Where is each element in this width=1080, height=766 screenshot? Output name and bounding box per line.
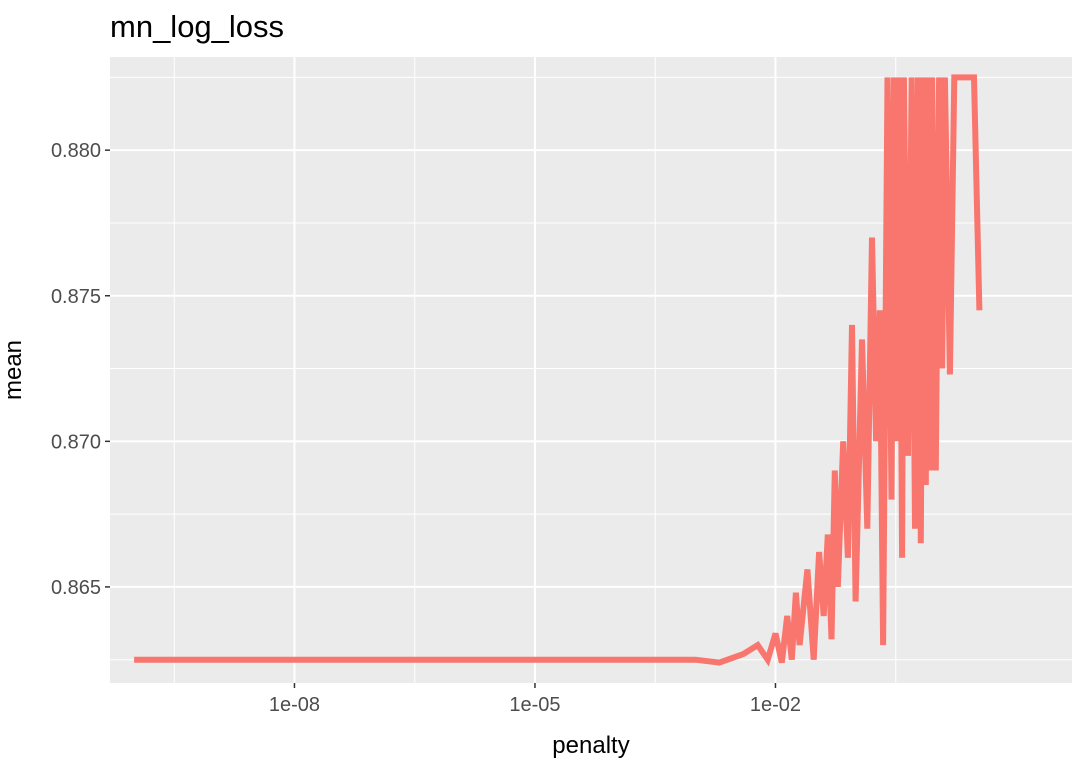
y-axis-title: mean — [0, 340, 27, 400]
y-tick-label: 0.880 — [51, 140, 101, 162]
y-tick-label: 0.865 — [51, 577, 101, 599]
y-axis: 0.865 0.870 0.875 0.880 — [51, 140, 110, 599]
series-layer — [134, 74, 983, 667]
grid-layer — [110, 57, 1072, 683]
x-axis-title: penalty — [552, 732, 629, 759]
x-axis: 1e-08 1e-05 1e-02 — [269, 683, 801, 716]
x-tick-label: 1e-08 — [269, 694, 320, 716]
series-line — [134, 74, 983, 667]
chart-title: mn_log_loss — [110, 9, 284, 44]
x-tick-label: 1e-05 — [509, 694, 560, 716]
x-tick-label: 1e-02 — [750, 694, 801, 716]
y-tick-label: 0.870 — [51, 431, 101, 453]
y-tick-label: 0.875 — [51, 286, 101, 308]
